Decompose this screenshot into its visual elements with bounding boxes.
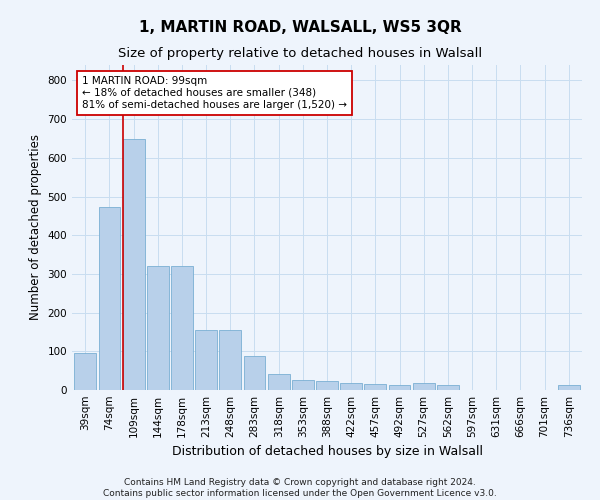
Bar <box>340 383 362 390</box>
Bar <box>558 386 580 390</box>
Bar <box>195 330 217 390</box>
X-axis label: Distribution of detached houses by size in Walsall: Distribution of detached houses by size … <box>172 446 482 458</box>
Bar <box>171 266 193 390</box>
Bar <box>123 140 145 390</box>
Text: Size of property relative to detached houses in Walsall: Size of property relative to detached ho… <box>118 48 482 60</box>
Bar <box>437 385 459 390</box>
Bar <box>98 207 121 390</box>
Bar <box>389 385 410 390</box>
Text: 1, MARTIN ROAD, WALSALL, WS5 3QR: 1, MARTIN ROAD, WALSALL, WS5 3QR <box>139 20 461 35</box>
Bar <box>364 384 386 390</box>
Bar <box>74 353 96 390</box>
Bar <box>268 374 290 390</box>
Bar <box>220 330 241 390</box>
Text: 1 MARTIN ROAD: 99sqm
← 18% of detached houses are smaller (348)
81% of semi-deta: 1 MARTIN ROAD: 99sqm ← 18% of detached h… <box>82 76 347 110</box>
Y-axis label: Number of detached properties: Number of detached properties <box>29 134 42 320</box>
Bar <box>147 266 169 390</box>
Text: Contains HM Land Registry data © Crown copyright and database right 2024.
Contai: Contains HM Land Registry data © Crown c… <box>103 478 497 498</box>
Bar <box>292 380 314 390</box>
Bar <box>413 384 434 390</box>
Bar <box>316 382 338 390</box>
Bar <box>244 356 265 390</box>
